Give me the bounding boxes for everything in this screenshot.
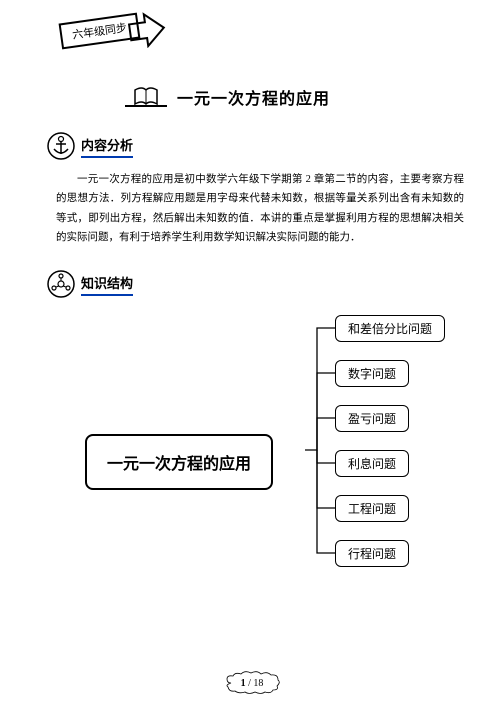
section-structure: 知识结构 <box>47 270 133 298</box>
network-icon <box>47 270 75 298</box>
section-label-structure: 知识结构 <box>81 273 133 296</box>
mindmap-diagram: 一元一次方程的应用 和差倍分比问题 数字问题 盈亏问题 利息问题 工程问题 行程… <box>85 310 455 610</box>
section-analysis: 内容分析 <box>47 132 133 160</box>
sub-node-1: 数字问题 <box>335 360 409 387</box>
arrow-icon <box>128 12 168 48</box>
title-row: 一元一次方程的应用 <box>125 82 330 112</box>
analysis-paragraph: 一元一次方程的应用是初中数学六年级下学期第 2 章第二节的内容，主要考察方程的思… <box>56 170 464 248</box>
sub-node-0: 和差倍分比问题 <box>335 315 445 342</box>
section-label-analysis: 内容分析 <box>81 135 133 158</box>
anchor-icon <box>47 132 75 160</box>
page-number: 1 / 18 <box>241 678 264 689</box>
sub-node-2: 盈亏问题 <box>335 405 409 432</box>
main-node: 一元一次方程的应用 <box>85 434 273 490</box>
sub-node-5: 行程问题 <box>335 540 409 567</box>
page-title: 一元一次方程的应用 <box>177 85 330 109</box>
page-footer: 1 / 18 <box>0 673 504 691</box>
sub-node-4: 工程问题 <box>335 495 409 522</box>
book-icon <box>125 82 167 112</box>
sub-node-3: 利息问题 <box>335 450 409 477</box>
